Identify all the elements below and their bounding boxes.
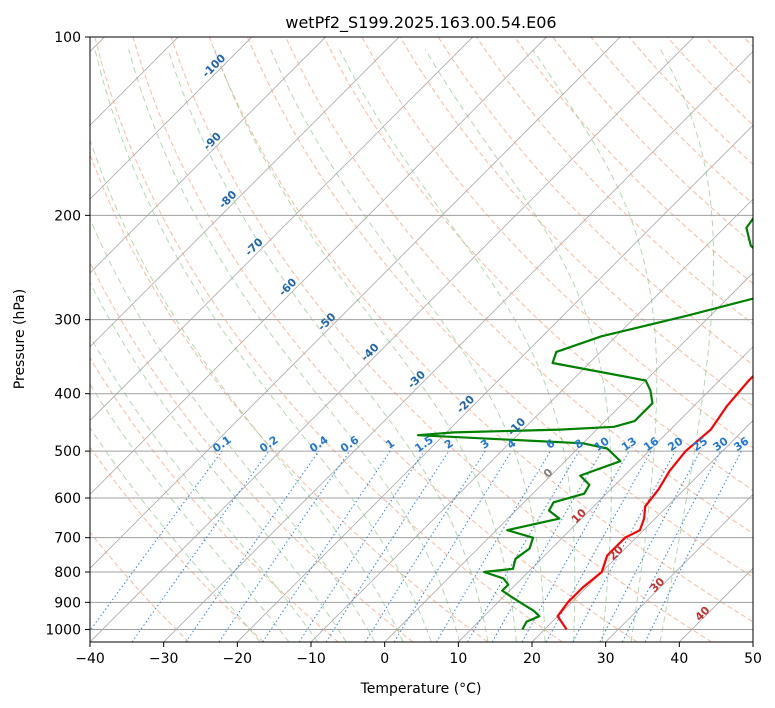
moist-adiabat: [128, 49, 461, 642]
moist-adiabat: [659, 49, 715, 642]
mixing-ratio-line: [131, 450, 270, 642]
moist-adiabat: [90, 138, 404, 642]
y-tick-label: 400: [54, 387, 81, 403]
dry-adiabat: [208, 37, 753, 623]
isotherm-line: [531, 419, 753, 642]
dry-adiabat: [361, 37, 753, 449]
dry-adiabat: [323, 37, 753, 491]
isotherm-line: [90, 37, 253, 200]
dry-adiabat: [90, 356, 339, 642]
mixing-ratio-line: [90, 450, 223, 632]
mixing-ratio-line: [393, 450, 513, 642]
dry-adiabat: [90, 531, 190, 642]
dry-adiabat: [514, 37, 753, 285]
mixing-ratio-line: [262, 450, 391, 642]
isotherm-line: [384, 272, 753, 642]
isotherm-line: [605, 493, 753, 642]
moist-adiabat: [167, 49, 489, 642]
y-tick-label: 500: [54, 444, 81, 460]
isotherm-line: [458, 346, 753, 642]
y-axis-label: Pressure (hPa): [12, 289, 28, 389]
dewpoint-profile-line: [416, 216, 753, 630]
dry-adiabat: [90, 261, 414, 642]
dry-adiabat: [437, 37, 753, 366]
isotherm-line: [90, 37, 695, 642]
moist-adiabat: [90, 426, 261, 642]
background-lines: [90, 37, 753, 642]
plot-frame: [89, 36, 754, 643]
moist-adiabat: [270, 49, 546, 642]
y-tick-label: 1000: [45, 622, 81, 638]
mixing-ratio-line: [218, 450, 351, 642]
isotherm-line: [90, 37, 326, 274]
chart-title: wetPf2_S199.2025.163.00.54.E06: [285, 13, 556, 33]
dry-adiabat: [132, 37, 638, 642]
dry-adiabat: [285, 37, 753, 535]
isotherm-line: [163, 50, 753, 642]
x-tick-label: 40: [670, 651, 688, 667]
y-tick-label: 200: [54, 208, 81, 224]
x-tick-label: −20: [223, 651, 253, 667]
y-axis-ticks: 100 200 300 400 500 600 700 800 900 1000: [45, 30, 90, 638]
dry-adiabat: [246, 37, 753, 578]
mixing-ratio-line: [644, 450, 742, 642]
x-tick-label: 0: [380, 651, 389, 667]
dry-adiabat: [399, 37, 753, 407]
mixing-ratio-line: [298, 450, 425, 642]
dry-adiabat: [170, 37, 712, 642]
x-axis-label: Temperature (°C): [360, 681, 482, 697]
y-tick-label: 300: [54, 313, 81, 329]
isotherm-line: [90, 37, 621, 569]
mixing-ratio-line: [521, 450, 630, 642]
mixing-ratio-line: [572, 450, 676, 642]
moist-adiabat: [424, 49, 612, 642]
moist-adiabat: [90, 335, 319, 642]
x-tick-label: −30: [149, 651, 179, 667]
isotherm-line: [90, 37, 400, 348]
moist-adiabat: [532, 49, 658, 642]
x-tick-label: 10: [449, 651, 467, 667]
isotherm-line: [90, 37, 547, 496]
mixing-ratio-lines: [90, 450, 742, 642]
isotherm-line: [90, 37, 474, 422]
dry-adiabat: [90, 446, 264, 642]
y-tick-label: 800: [54, 565, 81, 581]
profiles: [416, 216, 753, 631]
moist-adiabat: [94, 49, 432, 642]
mixing-ratio-line: [325, 450, 450, 642]
y-tick-label: 700: [54, 531, 81, 547]
moist-adiabat: [90, 383, 290, 642]
x-tick-label: 30: [597, 651, 615, 667]
x-tick-label: 50: [744, 651, 762, 667]
pressure-grid: [90, 37, 753, 630]
moist-adiabat: [339, 49, 576, 642]
x-tick-label: −40: [75, 651, 105, 667]
y-tick-label: 600: [54, 491, 81, 507]
dry-adiabat: [94, 37, 563, 642]
moist-adiabat: [90, 281, 347, 642]
x-tick-label: −10: [296, 651, 326, 667]
x-tick-label: 20: [523, 651, 541, 667]
y-tick-label: 900: [54, 595, 81, 611]
temperature-profile-line: [556, 374, 753, 631]
isotherm-line: [237, 124, 753, 642]
y-tick-label: 100: [54, 30, 81, 46]
dry-adiabat: [90, 153, 488, 642]
mixing-ratio-line: [545, 450, 652, 642]
moist-adiabat: [214, 49, 517, 642]
mixing-ratio-line: [185, 450, 320, 642]
x-axis-ticks: −40 −30 −20 −10 0 10 20 30 40 50: [75, 642, 762, 667]
